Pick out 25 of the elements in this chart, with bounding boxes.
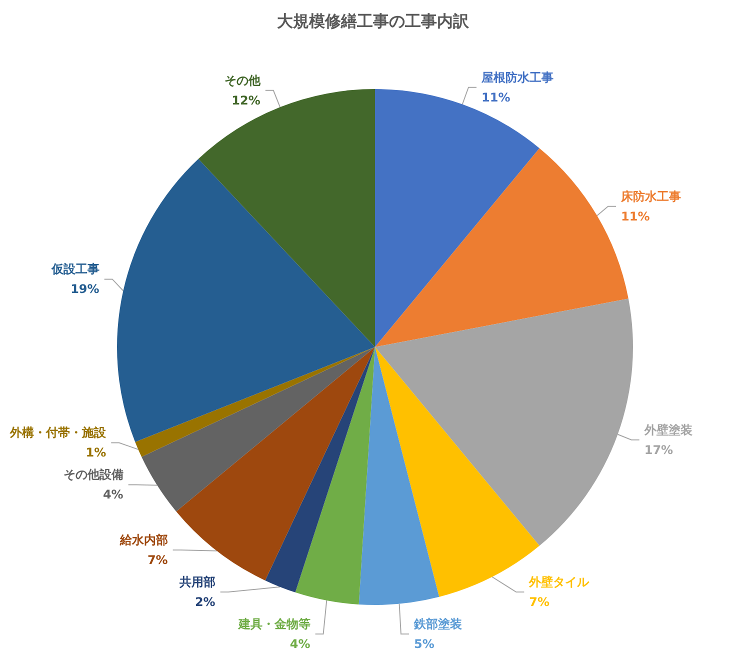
data-label: 17% (644, 442, 674, 457)
slice-label: 外壁塗装 (643, 422, 694, 437)
slice-label: 床防水工事 (620, 189, 682, 204)
data-label: 11% (481, 90, 510, 104)
slice-label: 鉄部塗装 (412, 617, 463, 631)
data-label: 4% (102, 488, 124, 502)
data-label: 7% (147, 553, 168, 567)
data-label: 7% (529, 595, 550, 609)
data-label: 5% (414, 637, 434, 651)
data-label: 1% (86, 446, 106, 460)
slice-label: 給水内部 (118, 533, 168, 547)
data-label: 12% (232, 93, 260, 108)
data-label: 11% (621, 209, 650, 224)
slice-label: 外構・付帯・施設 (9, 426, 108, 440)
slice-label: 建具・金物等 (237, 617, 310, 631)
chart-title: 大規模修繕工事の工事内訳 (277, 12, 470, 30)
slice-label: その他設備 (63, 468, 124, 482)
data-label: 4% (290, 637, 310, 651)
slice-label: その他 (224, 73, 262, 88)
slice-label: 外壁タイル (528, 575, 590, 589)
data-label: 2% (194, 595, 216, 609)
slice-label: 仮設工事 (50, 262, 100, 276)
slice-label: 共用部 (178, 575, 216, 589)
slice-label: 屋根防水工事 (480, 70, 554, 84)
data-label: 19% (70, 282, 100, 296)
